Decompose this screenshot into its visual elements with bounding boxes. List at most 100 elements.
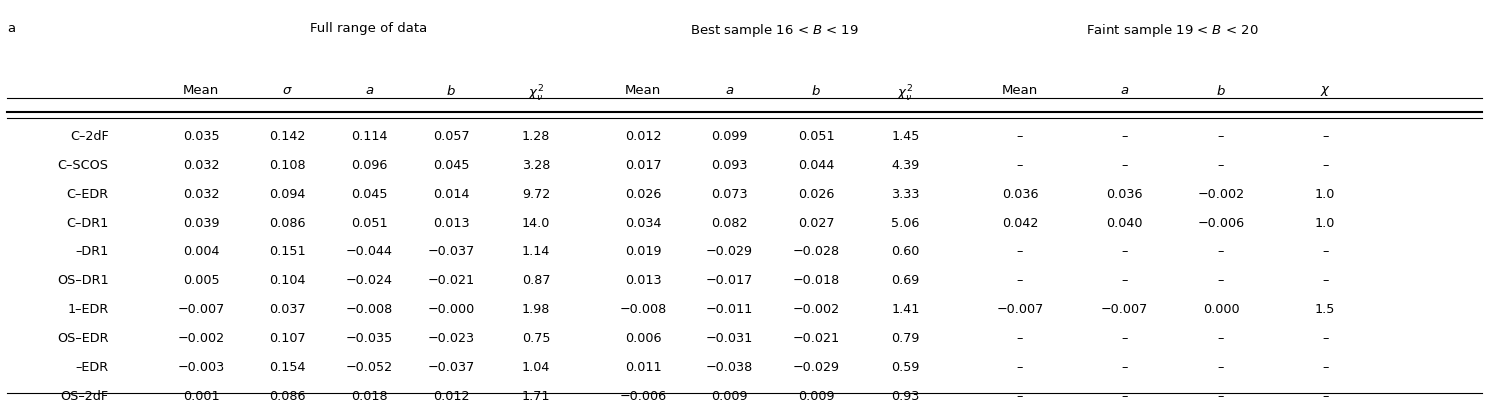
Text: –: – — [1218, 130, 1224, 143]
Text: 0.037: 0.037 — [270, 303, 305, 316]
Text: 4.39: 4.39 — [892, 159, 919, 172]
Text: 0.044: 0.044 — [798, 159, 834, 172]
Text: −0.002: −0.002 — [1197, 188, 1245, 201]
Text: a: a — [7, 22, 15, 35]
Text: 0.096: 0.096 — [351, 159, 387, 172]
Text: 0.017: 0.017 — [625, 159, 661, 172]
Text: −0.008: −0.008 — [619, 303, 667, 316]
Text: 0.051: 0.051 — [798, 130, 834, 143]
Text: 0.019: 0.019 — [625, 246, 661, 259]
Text: $a$: $a$ — [725, 84, 734, 97]
Text: 0.032: 0.032 — [183, 159, 219, 172]
Text: 0.045: 0.045 — [433, 159, 469, 172]
Text: 1–EDR: 1–EDR — [67, 303, 109, 316]
Text: 0.045: 0.045 — [351, 188, 387, 201]
Text: –: – — [1322, 246, 1328, 259]
Text: −0.006: −0.006 — [1197, 217, 1245, 229]
Text: 0.000: 0.000 — [1203, 303, 1239, 316]
Text: 0.042: 0.042 — [1002, 217, 1038, 229]
Text: −0.024: −0.024 — [345, 274, 393, 287]
Text: –: – — [1017, 159, 1023, 172]
Text: C–2dF: C–2dF — [70, 130, 109, 143]
Text: 0.79: 0.79 — [890, 332, 920, 345]
Text: –DR1: –DR1 — [76, 246, 109, 259]
Text: $a$: $a$ — [365, 84, 374, 97]
Text: −0.000: −0.000 — [427, 303, 475, 316]
Text: 5.06: 5.06 — [890, 217, 920, 229]
Text: 0.018: 0.018 — [351, 390, 387, 403]
Text: –: – — [1218, 361, 1224, 374]
Text: Mean: Mean — [625, 84, 661, 97]
Text: 0.75: 0.75 — [521, 332, 551, 345]
Text: −0.007: −0.007 — [177, 303, 225, 316]
Text: −0.037: −0.037 — [427, 246, 475, 259]
Text: –: – — [1121, 332, 1127, 345]
Text: –: – — [1017, 390, 1023, 403]
Text: 1.98: 1.98 — [521, 303, 551, 316]
Text: 0.027: 0.027 — [798, 217, 834, 229]
Text: –: – — [1017, 274, 1023, 287]
Text: 0.114: 0.114 — [351, 130, 387, 143]
Text: 0.036: 0.036 — [1106, 188, 1142, 201]
Text: OS–DR1: OS–DR1 — [57, 274, 109, 287]
Text: $b$: $b$ — [447, 84, 456, 98]
Text: $a$: $a$ — [1120, 84, 1129, 97]
Text: 0.154: 0.154 — [270, 361, 305, 374]
Text: −0.037: −0.037 — [427, 361, 475, 374]
Text: −0.018: −0.018 — [792, 274, 840, 287]
Text: 0.142: 0.142 — [270, 130, 305, 143]
Text: −0.007: −0.007 — [996, 303, 1044, 316]
Text: 0.005: 0.005 — [183, 274, 219, 287]
Text: −0.002: −0.002 — [177, 332, 225, 345]
Text: 0.039: 0.039 — [183, 217, 219, 229]
Text: 0.014: 0.014 — [433, 188, 469, 201]
Text: −0.008: −0.008 — [345, 303, 393, 316]
Text: Faint sample 19 < $B$ < 20: Faint sample 19 < $B$ < 20 — [1087, 22, 1258, 39]
Text: −0.023: −0.023 — [427, 332, 475, 345]
Text: 0.086: 0.086 — [270, 217, 305, 229]
Text: −0.011: −0.011 — [706, 303, 753, 316]
Text: 0.040: 0.040 — [1106, 217, 1142, 229]
Text: –: – — [1017, 361, 1023, 374]
Text: 0.082: 0.082 — [712, 217, 747, 229]
Text: 9.72: 9.72 — [523, 188, 549, 201]
Text: −0.003: −0.003 — [177, 361, 225, 374]
Text: 0.69: 0.69 — [892, 274, 919, 287]
Text: 1.71: 1.71 — [521, 390, 551, 403]
Text: −0.029: −0.029 — [792, 361, 840, 374]
Text: 0.012: 0.012 — [625, 130, 661, 143]
Text: 0.093: 0.093 — [712, 159, 747, 172]
Text: –: – — [1121, 361, 1127, 374]
Text: −0.035: −0.035 — [345, 332, 393, 345]
Text: –: – — [1121, 390, 1127, 403]
Text: 0.006: 0.006 — [625, 332, 661, 345]
Text: 0.011: 0.011 — [625, 361, 661, 374]
Text: Full range of data: Full range of data — [310, 22, 427, 35]
Text: Best sample 16 < $B$ < 19: Best sample 16 < $B$ < 19 — [689, 22, 859, 39]
Text: 0.93: 0.93 — [890, 390, 920, 403]
Text: 1.5: 1.5 — [1315, 303, 1336, 316]
Text: 0.094: 0.094 — [270, 188, 305, 201]
Text: −0.006: −0.006 — [619, 390, 667, 403]
Text: –: – — [1121, 274, 1127, 287]
Text: −0.021: −0.021 — [792, 332, 840, 345]
Text: −0.028: −0.028 — [792, 246, 840, 259]
Text: $b$: $b$ — [812, 84, 820, 98]
Text: 0.87: 0.87 — [521, 274, 551, 287]
Text: 14.0: 14.0 — [521, 217, 551, 229]
Text: 3.28: 3.28 — [521, 159, 551, 172]
Text: 1.28: 1.28 — [521, 130, 551, 143]
Text: 3.33: 3.33 — [890, 188, 920, 201]
Text: –: – — [1218, 332, 1224, 345]
Text: −0.044: −0.044 — [345, 246, 393, 259]
Text: −0.038: −0.038 — [706, 361, 753, 374]
Text: 0.107: 0.107 — [270, 332, 305, 345]
Text: 0.60: 0.60 — [890, 246, 920, 259]
Text: 1.45: 1.45 — [890, 130, 920, 143]
Text: 1.41: 1.41 — [890, 303, 920, 316]
Text: 0.057: 0.057 — [433, 130, 469, 143]
Text: $\chi^2_\nu$: $\chi^2_\nu$ — [529, 84, 543, 104]
Text: 0.086: 0.086 — [270, 390, 305, 403]
Text: 1.0: 1.0 — [1315, 217, 1336, 229]
Text: $\chi^2_\nu$: $\chi^2_\nu$ — [898, 84, 913, 104]
